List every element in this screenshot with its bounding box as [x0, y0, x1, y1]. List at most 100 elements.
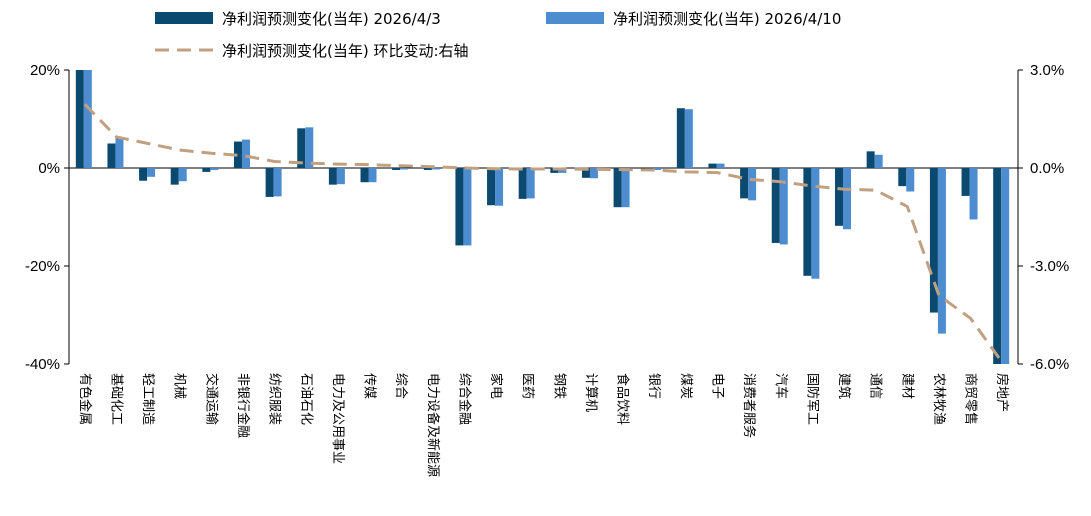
- bar-series-2-22: [779, 168, 788, 245]
- x-tick-label: 农林牧渔: [931, 373, 946, 425]
- bar-series-2-1: [115, 137, 124, 168]
- bar-series-2-19: [684, 109, 693, 168]
- bar-series-2-10: [400, 168, 409, 170]
- x-tick-label: 商贸零售: [963, 373, 979, 425]
- legend-label-series-3: 净利润预测变化(当年) 环比变动:右轴: [222, 42, 469, 60]
- x-tick-label: 银行: [646, 373, 661, 399]
- x-tick-label: 汽车: [773, 373, 789, 399]
- y2-tick-label-3: 3.0%: [1030, 62, 1064, 79]
- x-tick-label: 机械: [172, 373, 187, 399]
- bar-series-1-7: [297, 128, 306, 168]
- bar-series-2-23: [811, 168, 820, 279]
- bar-series-2-8: [336, 168, 345, 185]
- x-tick-label: 计算机: [583, 373, 598, 412]
- x-tick-label: 电力设备及新能源: [425, 373, 441, 477]
- bar-series-1-3: [170, 168, 179, 185]
- x-tick-label: 钢铁: [551, 373, 566, 399]
- y2-tick-label-0: 0.0%: [1030, 160, 1064, 177]
- bar-series-1-20: [708, 163, 717, 168]
- bar-series-1-28: [961, 168, 970, 196]
- bar-series-1-6: [265, 168, 274, 197]
- y-tick-label-neg20: -20%: [25, 258, 60, 275]
- y-tick-label-0: 0%: [38, 160, 60, 177]
- bar-series-1-11: [423, 168, 432, 170]
- x-tick-label: 交通运输: [203, 373, 219, 425]
- bar-series-2-25: [874, 154, 883, 168]
- legend-label-series-1: 净利润预测变化(当年) 2026/4/3: [222, 10, 441, 28]
- bar-series-1-17: [613, 168, 622, 208]
- bar-series-2-28: [969, 168, 978, 220]
- bar-series-1-10: [392, 168, 401, 170]
- bar-series-1-1: [107, 143, 116, 168]
- x-tick-label: 电子: [709, 373, 724, 399]
- bar-series-2-13: [495, 168, 504, 206]
- bar-series-2-18: [653, 168, 662, 170]
- bar-series-2-24: [843, 168, 852, 230]
- x-tick-label: 纺织服装: [267, 373, 282, 425]
- bar-series-1-19: [676, 108, 685, 168]
- y-tick-label-20: 20%: [30, 62, 60, 79]
- bar-series-2-6: [273, 168, 282, 197]
- x-tick-label: 医药: [520, 373, 535, 399]
- x-tick-label: 传媒: [362, 373, 377, 399]
- bar-series-2-27: [937, 168, 946, 334]
- bar-series-2-7: [305, 127, 314, 168]
- x-tick-label: 消费者服务: [741, 373, 757, 438]
- bar-series-2-11: [431, 168, 440, 170]
- bar-series-1-27: [929, 168, 938, 313]
- bar-series-2-29: [1001, 168, 1010, 364]
- bar-series-2-0: [83, 70, 92, 168]
- legend-label-series-2: 净利润预测变化(当年) 2026/4/10: [613, 10, 841, 28]
- x-tick-label: 房地产: [994, 373, 1010, 412]
- bar-series-1-12: [455, 168, 464, 246]
- x-tick-label: 轻工制造: [140, 373, 155, 425]
- x-tick-label: 综合金融: [456, 373, 472, 425]
- bar-series-1-22: [771, 168, 780, 243]
- line-layer: [83, 103, 1004, 364]
- bar-series-1-23: [803, 168, 812, 276]
- bar-series-1-9: [360, 168, 369, 183]
- bar-series-1-0: [75, 70, 84, 168]
- bar-series-2-17: [621, 168, 630, 208]
- bar-series-1-16: [581, 168, 590, 178]
- y-tick-label-neg40: -40%: [25, 356, 60, 373]
- bar-series-1-5: [233, 141, 242, 168]
- bar-series-1-13: [487, 168, 496, 206]
- legend-swatch-series-2: [546, 12, 604, 24]
- x-tick-label: 石油石化: [298, 373, 313, 425]
- legend-swatch-series-1: [155, 12, 213, 24]
- bar-series-2-20: [716, 163, 725, 168]
- bars: [75, 70, 1010, 364]
- bar-series-1-29: [993, 168, 1002, 364]
- bar-series-2-12: [463, 168, 472, 246]
- x-tick-label: 建筑: [836, 373, 852, 399]
- axes: 20% 0% -20% -40% 3.0% 0.0% -3.0% -6.0%: [25, 62, 1069, 373]
- bar-series-2-16: [589, 168, 598, 179]
- bar-series-1-26: [898, 168, 907, 187]
- series-line-3: [83, 103, 1004, 364]
- bar-series-1-4: [202, 168, 211, 172]
- x-tick-label: 通信: [868, 373, 883, 399]
- bar-series-2-26: [906, 168, 915, 192]
- bar-series-2-21: [748, 168, 757, 201]
- bar-series-2-2: [147, 168, 156, 177]
- y2-tick-label-neg6: -6.0%: [1030, 356, 1069, 373]
- bar-series-1-24: [835, 168, 844, 226]
- x-tick-label: 有色金属: [77, 373, 93, 425]
- x-tick-label: 综合: [393, 373, 408, 399]
- bar-series-2-9: [368, 168, 377, 183]
- legend: 净利润预测变化(当年) 2026/4/3 净利润预测变化(当年) 2026/4/…: [155, 10, 841, 60]
- x-tick-label: 非银行金融: [235, 373, 251, 438]
- bar-series-2-4: [210, 168, 219, 170]
- bar-series-1-14: [518, 168, 527, 199]
- bar-series-2-14: [526, 168, 535, 199]
- bar-series-1-8: [328, 168, 337, 185]
- x-tick-label: 煤炭: [678, 373, 693, 399]
- x-tick-label: 食品饮料: [615, 373, 631, 425]
- bar-series-2-3: [178, 168, 187, 182]
- x-tick-label: 建材: [899, 373, 914, 399]
- x-tick-label: 家电: [488, 373, 504, 399]
- bar-series-1-2: [139, 168, 148, 181]
- bar-series-1-21: [740, 168, 749, 199]
